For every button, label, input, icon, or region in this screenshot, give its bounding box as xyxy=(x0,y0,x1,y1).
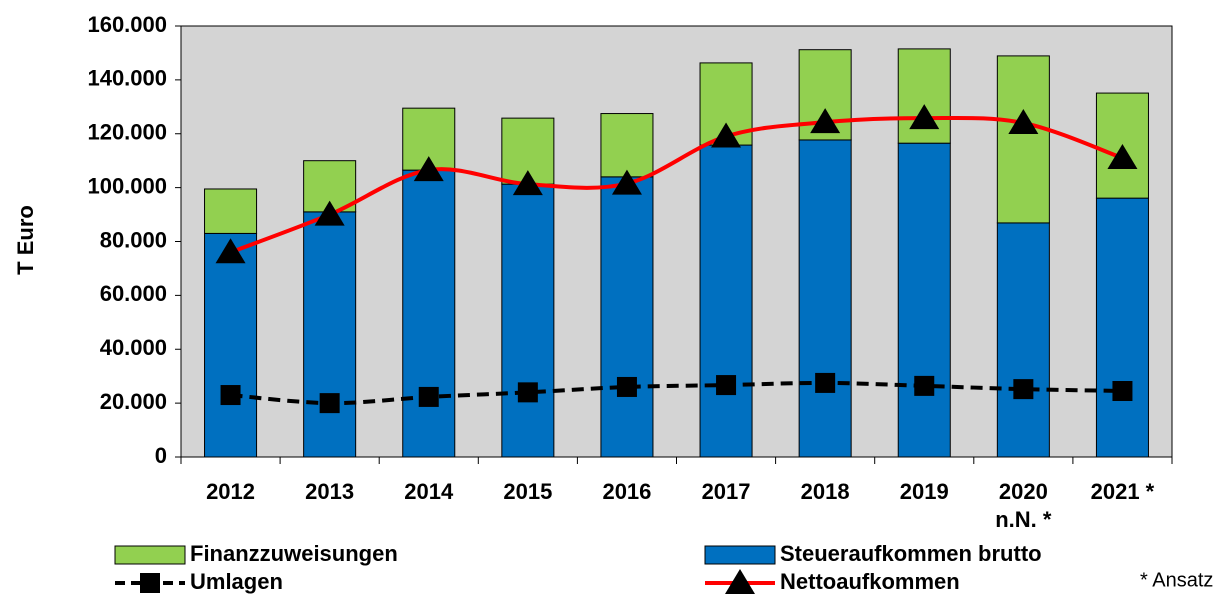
marker xyxy=(909,104,940,130)
line xyxy=(229,115,1124,255)
marker xyxy=(418,386,439,407)
x-tick-label: 2013 xyxy=(305,479,355,504)
bar xyxy=(1095,197,1149,458)
marker xyxy=(314,200,345,226)
y-tick-label: 120.000 xyxy=(87,120,167,145)
y-tick-label: 160.000 xyxy=(87,12,167,37)
bar xyxy=(303,211,357,458)
bar xyxy=(699,144,753,458)
marker xyxy=(725,569,755,594)
marker xyxy=(1013,379,1034,400)
legend-label: Steueraufkommen brutto xyxy=(780,541,1042,566)
legend-label: Umlagen xyxy=(190,569,283,594)
marker xyxy=(815,372,836,393)
bar xyxy=(897,142,951,458)
y-tick-label: 40.000 xyxy=(100,335,167,360)
annotation: * Ansatz xyxy=(1140,569,1213,591)
marker xyxy=(914,375,935,396)
bar xyxy=(204,232,258,458)
bar xyxy=(600,113,654,178)
x-tick-label: 2017 xyxy=(701,479,751,504)
bar xyxy=(897,48,951,144)
bar xyxy=(204,188,258,234)
marker xyxy=(319,393,340,414)
legend-swatch xyxy=(704,545,776,565)
legend-swatch xyxy=(114,545,186,565)
bar xyxy=(996,55,1050,224)
x-tick-label: 2019 xyxy=(899,479,949,504)
bar xyxy=(798,139,852,458)
bar xyxy=(996,222,1050,458)
x-tick-label: 2016 xyxy=(602,479,652,504)
marker xyxy=(711,122,742,148)
bar xyxy=(501,183,555,458)
marker xyxy=(1107,143,1138,169)
marker xyxy=(1112,381,1133,402)
bar xyxy=(402,169,456,458)
marker xyxy=(611,169,642,195)
x-tick-label: 2018 xyxy=(800,479,850,504)
y-tick-label: 20.000 xyxy=(100,389,167,414)
x-tick-label: 2020 n.N. * xyxy=(995,479,1052,532)
marker xyxy=(215,238,246,264)
marker xyxy=(810,108,841,134)
marker xyxy=(517,382,538,403)
x-tick-label: 2015 xyxy=(503,479,553,504)
legend-label: Nettoaufkommen xyxy=(780,569,960,594)
marker xyxy=(616,376,637,397)
marker xyxy=(140,573,160,593)
line xyxy=(230,380,1123,406)
marker xyxy=(1008,108,1039,134)
y-tick-label: 0 xyxy=(155,443,167,468)
y-tick-label: 140.000 xyxy=(87,66,167,91)
legend-label: Finanzzuweisungen xyxy=(190,541,398,566)
x-tick-label: 2014 xyxy=(404,479,454,504)
y-tick-label: 100.000 xyxy=(87,173,167,198)
marker xyxy=(716,375,737,396)
marker xyxy=(413,156,444,182)
marker xyxy=(512,170,543,196)
marker xyxy=(220,385,241,406)
y-tick-label: 60.000 xyxy=(100,281,167,306)
bar xyxy=(600,176,654,458)
x-tick-label: 2021 * xyxy=(1090,479,1155,504)
x-tick-label: 2012 xyxy=(206,479,256,504)
y-axis-label: T Euro xyxy=(13,205,38,275)
y-tick-label: 80.000 xyxy=(100,227,167,252)
